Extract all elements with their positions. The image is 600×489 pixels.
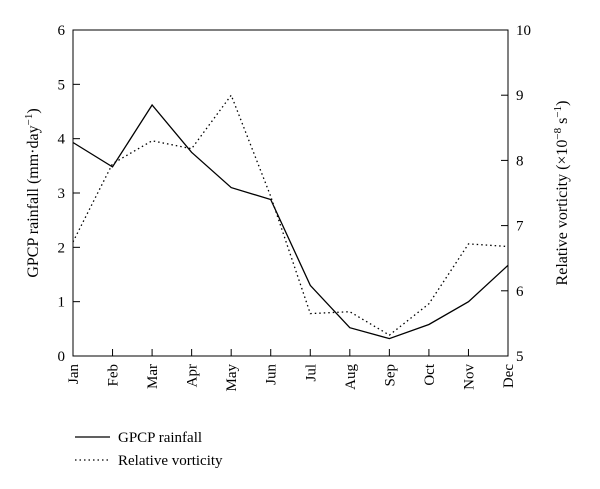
plot-frame (72, 29, 509, 357)
x-tick-label: Mar (145, 364, 161, 389)
series-line-relative-vorticity (72, 93, 509, 336)
x-tick-label: Jan (66, 364, 82, 384)
left-tick-label: 1 (58, 295, 66, 311)
right-axis: 5 6 7 8 9 10 (501, 23, 531, 365)
legend-label-relative-vorticity: Relative vorticity (118, 453, 223, 469)
left-axis-title: GPCP rainfall (mm·day−1) (23, 108, 42, 277)
x-tick-label: Apr (185, 364, 201, 387)
x-tick-label: Sep (382, 364, 398, 387)
legend: GPCP rainfall Relative vorticity (75, 430, 223, 469)
x-tick-label: May (224, 364, 240, 392)
right-tick-label: 5 (516, 349, 524, 365)
x-axis: Jan Feb Mar Apr May Jun Jul Aug Sep Oct Nov Dec (66, 349, 517, 392)
left-tick-label: 3 (58, 186, 66, 202)
right-tick-label: 9 (516, 88, 524, 104)
x-tick-label: Feb (106, 364, 122, 387)
series-line-gpcp-rainfall (72, 103, 509, 340)
x-tick-label: Oct (422, 363, 438, 385)
left-axis: 0 1 2 3 4 5 6 (58, 23, 80, 365)
series-layer (72, 93, 509, 340)
left-tick-label: 5 (58, 77, 66, 93)
left-tick-label: 2 (58, 240, 66, 256)
right-tick-label: 6 (516, 284, 524, 300)
right-tick-label: 8 (516, 153, 524, 169)
right-axis-title: Relative vorticity (×10−8 s−1) (552, 101, 571, 286)
x-tick-label: Jun (264, 364, 280, 385)
x-tick-label: Nov (461, 364, 477, 390)
left-tick-label: 4 (58, 132, 66, 148)
right-tick-label: 7 (516, 219, 524, 235)
x-tick-label: Dec (501, 364, 517, 388)
legend-label-gpcp-rainfall: GPCP rainfall (118, 430, 202, 446)
left-tick-label: 0 (58, 349, 66, 365)
left-tick-label: 6 (58, 23, 66, 39)
x-tick-label: Jul (303, 364, 319, 382)
right-tick-label: 10 (516, 23, 531, 39)
x-tick-label: Aug (343, 364, 359, 390)
